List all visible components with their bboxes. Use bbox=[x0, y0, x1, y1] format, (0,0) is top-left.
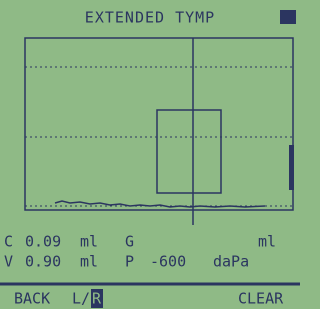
reading-unit: ml bbox=[80, 253, 98, 271]
reading-label: G bbox=[125, 233, 134, 251]
softkey-back[interactable]: BACK bbox=[14, 290, 50, 308]
reading-value: 0.90 bbox=[25, 253, 61, 271]
reading-unit: ml bbox=[80, 233, 98, 251]
reading-label: P bbox=[125, 253, 134, 271]
reading-unit: ml bbox=[258, 233, 276, 251]
softkey-selected[interactable]: R bbox=[92, 290, 102, 308]
reading-unit: daPa bbox=[213, 253, 249, 271]
device-screen: EXTENDED TYMP C 0.09 ml G ml V 0.90 ml P… bbox=[0, 0, 300, 309]
reading-value: -600 bbox=[150, 253, 186, 271]
softkey-clear[interactable]: CLEAR bbox=[238, 290, 284, 308]
reading-value: 0.09 bbox=[25, 233, 61, 251]
page: {"screen": {"title": "EXTENDED TYMP", "r… bbox=[0, 0, 300, 309]
softkey-side[interactable]: L/ bbox=[72, 290, 90, 308]
scale-marker bbox=[289, 145, 294, 190]
title: EXTENDED TYMP bbox=[85, 9, 215, 27]
reading-label: C bbox=[4, 233, 13, 251]
status-icon bbox=[280, 10, 296, 24]
reading-label: V bbox=[4, 253, 13, 271]
reading-row: V 0.90 ml P -600 daPa bbox=[4, 253, 249, 271]
